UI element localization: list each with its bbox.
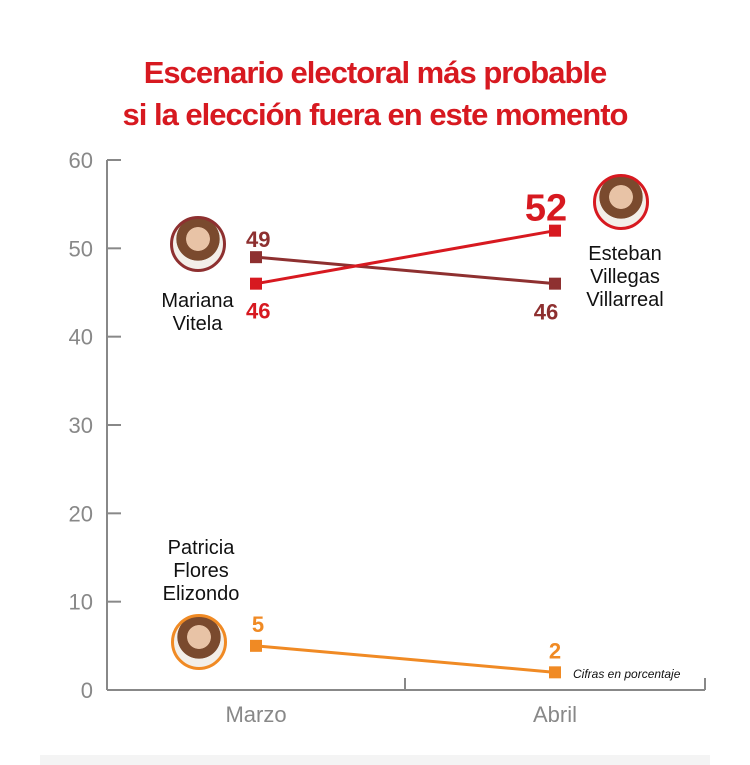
name-line: Mariana: [161, 290, 234, 312]
series-line: [255, 255, 556, 286]
data-point: [549, 277, 561, 290]
name-line: Villegas: [590, 266, 660, 288]
y-tick-label: 40: [69, 325, 93, 350]
esteban-name: Esteban Villegas Villarreal: [570, 243, 680, 312]
name-line: Vitela: [172, 313, 223, 335]
y-tick-label: 30: [69, 413, 93, 438]
name-line: Villarreal: [586, 289, 664, 311]
title-line-1: Escenario electoral más probable: [143, 55, 608, 90]
x-tick-label: Marzo: [225, 702, 286, 727]
data-point: [250, 639, 262, 652]
data-label: 46: [534, 300, 558, 325]
y-tick-label: 60: [69, 148, 93, 173]
data-label: 49: [246, 227, 270, 252]
series-line: [255, 644, 556, 674]
name-line: Patricia: [167, 537, 235, 559]
y-tick-label: 20: [69, 501, 93, 526]
esteban-photo: [593, 174, 649, 230]
y-tick-label: 0: [81, 678, 93, 703]
name-line: Flores: [173, 560, 229, 582]
name-line: Esteban: [588, 243, 662, 265]
data-label: 5: [252, 612, 264, 637]
series-line: [255, 229, 556, 286]
y-tick-label: 50: [69, 236, 93, 261]
patricia-photo: [171, 614, 227, 670]
y-tick-label: 10: [69, 590, 93, 615]
title-line-2: si la elección fuera en este momento: [122, 97, 629, 132]
patricia-name: Patricia Flores Elizondo: [145, 537, 257, 606]
data-label: 2: [549, 638, 561, 663]
chart-title: Escenario electoral más probable si la e…: [0, 52, 750, 136]
data-point: [250, 251, 262, 264]
data-point: [250, 277, 262, 290]
data-point: [549, 666, 561, 679]
name-line: Elizondo: [162, 583, 240, 605]
bottom-strip: [40, 755, 710, 765]
data-label: 52: [525, 188, 567, 230]
units-note: Cifras en porcentaje: [573, 667, 681, 681]
mariana-name: Mariana Vitela: [145, 290, 250, 336]
mariana-photo: [170, 216, 226, 272]
x-tick-label: Abril: [533, 702, 577, 727]
data-point: [549, 224, 561, 237]
data-label: 46: [246, 299, 270, 324]
